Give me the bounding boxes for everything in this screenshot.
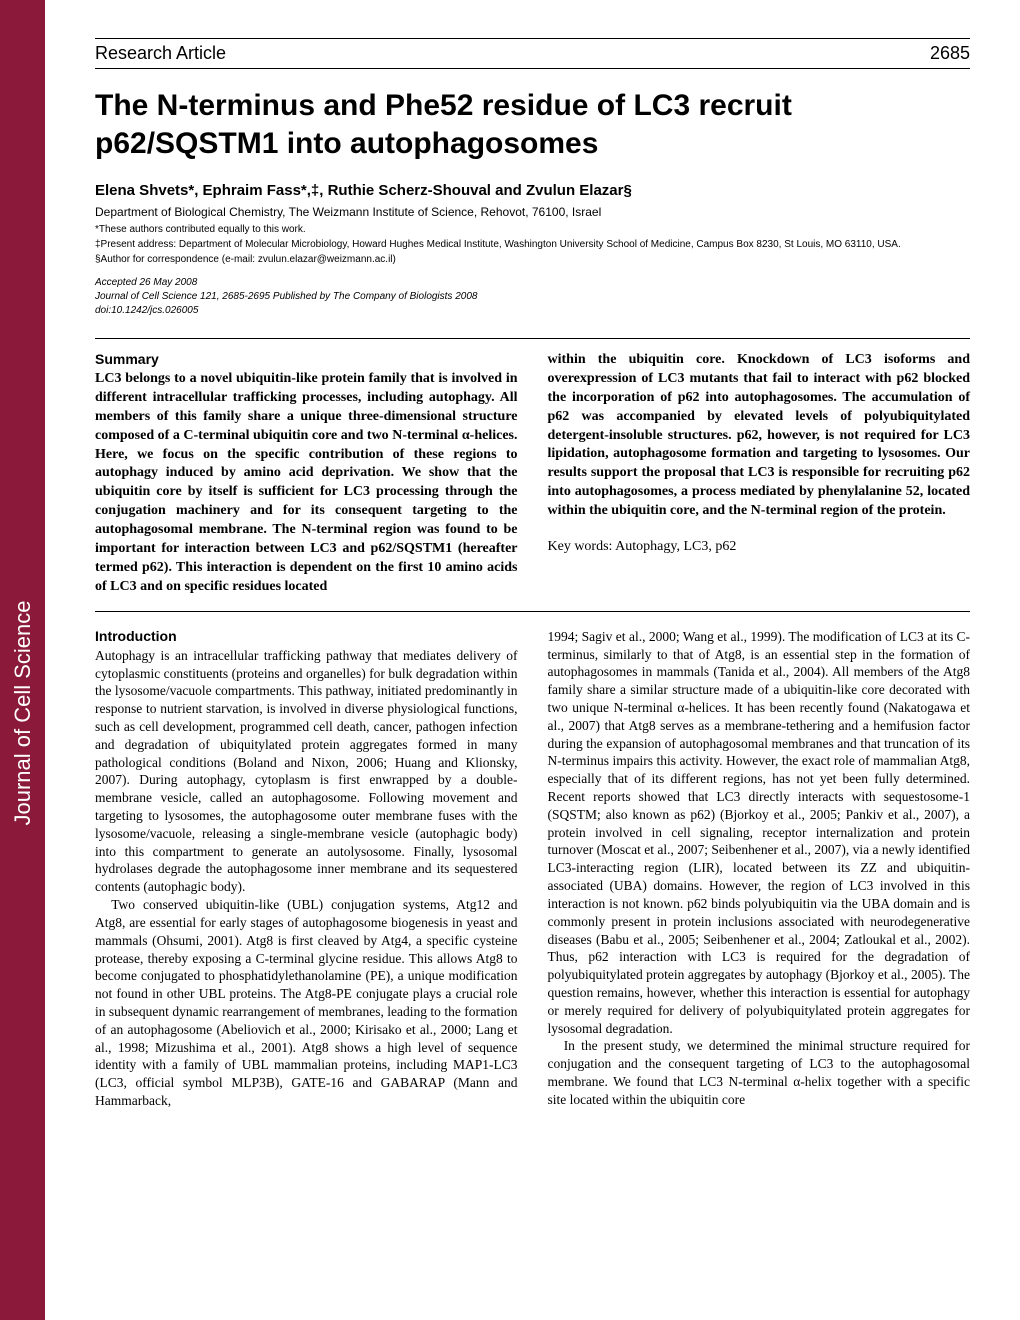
- divider-bottom: [95, 611, 970, 612]
- footnote-present-address: ‡Present address: Department of Molecula…: [95, 238, 970, 251]
- intro-left-p2: Two conserved ubiquitin-like (UBL) conju…: [95, 896, 518, 1110]
- section-label: Research Article: [95, 43, 226, 64]
- summary-section: Summary LC3 belongs to a novel ubiquitin…: [95, 351, 970, 597]
- intro-left-column: Introduction Autophagy is an intracellul…: [95, 628, 518, 1110]
- introduction-heading: Introduction: [95, 628, 518, 644]
- intro-right-column: 1994; Sagiv et al., 2000; Wang et al., 1…: [548, 628, 971, 1110]
- summary-text-left: LC3 belongs to a novel ubiquitin-like pr…: [95, 370, 518, 597]
- journal-name: Journal of Cell Science: [10, 600, 36, 825]
- summary-heading: Summary: [95, 351, 518, 367]
- affiliation: Department of Biological Chemistry, The …: [95, 205, 970, 219]
- meta-block: Accepted 26 May 2008 Journal of Cell Sci…: [95, 276, 970, 318]
- doi: doi:10.1242/jcs.026005: [95, 304, 970, 318]
- article-title: The N-terminus and Phe52 residue of LC3 …: [95, 87, 970, 162]
- intro-left-p1: Autophagy is an intracellular traffickin…: [95, 647, 518, 896]
- summary-text-right: within the ubiquitin core. Knockdown of …: [548, 351, 971, 521]
- introduction-section: Introduction Autophagy is an intracellul…: [95, 628, 970, 1110]
- divider-top: [95, 338, 970, 339]
- intro-right-p2: In the present study, we determined the …: [548, 1037, 971, 1108]
- summary-right-column: within the ubiquitin core. Knockdown of …: [548, 351, 971, 597]
- journal-sidebar: Journal of Cell Science: [0, 0, 45, 1320]
- keywords: Key words: Autophagy, LC3, p62: [548, 539, 971, 555]
- authors: Elena Shvets*, Ephraim Fass*,‡, Ruthie S…: [95, 182, 970, 199]
- page-number: 2685: [930, 43, 970, 64]
- summary-left-column: Summary LC3 belongs to a novel ubiquitin…: [95, 351, 518, 597]
- intro-right-p1: 1994; Sagiv et al., 2000; Wang et al., 1…: [548, 628, 971, 1038]
- accepted-date: Accepted 26 May 2008: [95, 276, 970, 290]
- footnote-equal: *These authors contributed equally to th…: [95, 223, 970, 236]
- content-area: Research Article 2685 The N-terminus and…: [45, 0, 1020, 1320]
- page-container: Journal of Cell Science Research Article…: [0, 0, 1020, 1320]
- footnote-correspondence: §Author for correspondence (e-mail: zvul…: [95, 253, 970, 266]
- header-bar: Research Article 2685: [95, 38, 970, 69]
- citation: Journal of Cell Science 121, 2685-2695 P…: [95, 290, 970, 304]
